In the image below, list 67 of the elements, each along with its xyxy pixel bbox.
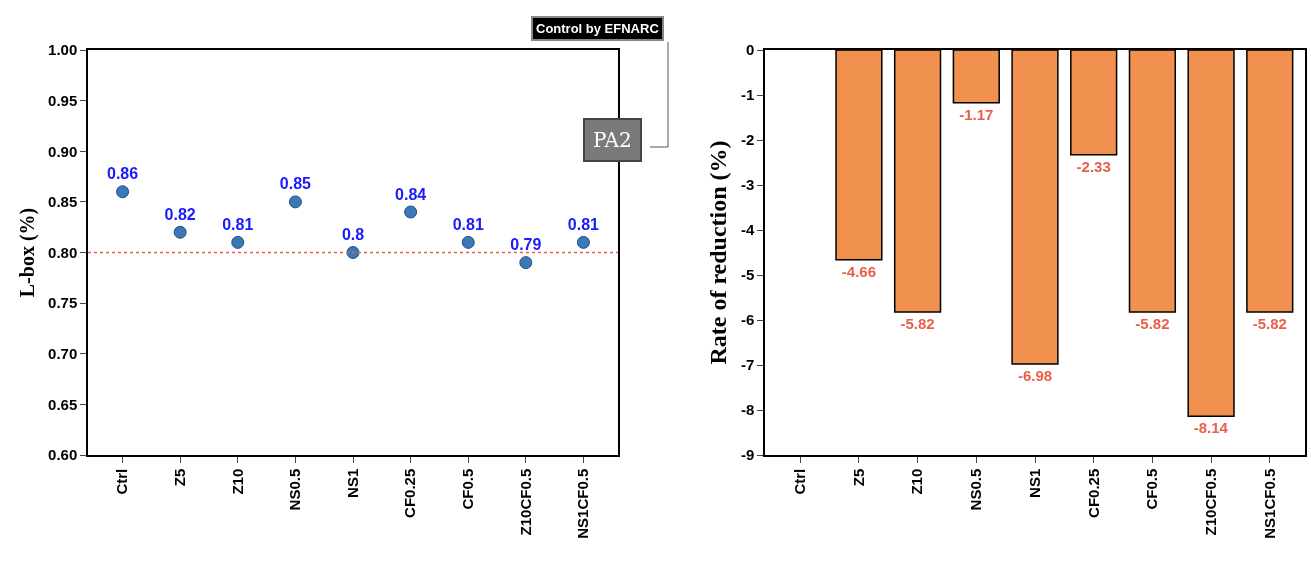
data-label: 0.8 (341, 226, 365, 243)
y-tick-label: -1 (740, 86, 755, 104)
x-tick-label: Z5 (171, 468, 189, 487)
data-label: 0.79 (510, 236, 542, 254)
y-tick-label: 0.95 (48, 91, 78, 109)
data-label: 0.81 (567, 215, 600, 233)
data-label: -5.82 (1135, 314, 1170, 332)
data-label: -1.17 (959, 105, 994, 123)
x-tick-label: NS0.5 (967, 468, 985, 511)
point (404, 205, 418, 219)
x-tick-label: Z10 (228, 468, 246, 495)
x-tick-label: Z5 (849, 468, 867, 487)
y-tick-label: 0 (745, 41, 755, 59)
y-axis-title: L-box (%) (16, 207, 40, 298)
data-label: 0.85 (279, 175, 312, 193)
data-label: 0.81 (222, 215, 254, 233)
y-tick-label: 0.60 (48, 446, 78, 464)
data-label: -5.82 (900, 314, 935, 332)
y-tick-label: -3 (740, 176, 755, 194)
y-tick-label: 0.80 (48, 243, 78, 261)
x-tick-label: Ctrl (791, 468, 809, 495)
y-tick-label: 1.00 (48, 41, 78, 59)
point (173, 225, 187, 239)
y-tick-label: -7 (740, 356, 755, 374)
y-tick-label: -9 (740, 446, 755, 464)
x-tick-label: CF0.25 (1084, 468, 1102, 518)
data-label: 0.82 (164, 205, 196, 223)
y-tick-label: 0.85 (48, 193, 78, 211)
y-tick-label: 0.75 (48, 294, 78, 312)
x-tick-label: NS1 (1025, 468, 1043, 498)
x-tick-label: CF0.5 (459, 468, 477, 510)
y-tick-label: -5 (740, 266, 755, 284)
data-label: 0.84 (395, 185, 427, 203)
data-label: -8.14 (1193, 419, 1229, 437)
point (576, 235, 590, 249)
point (346, 246, 360, 259)
y-tick-label: -8 (740, 401, 755, 419)
data-label: 0.86 (107, 165, 139, 183)
annotation: PA2 (593, 128, 632, 152)
y-axis-title: Rate of reduction (%) (704, 140, 731, 365)
point (519, 256, 533, 270)
point (288, 195, 302, 209)
data-label: -2.33 (1076, 157, 1111, 175)
point (461, 235, 475, 249)
point (116, 185, 130, 199)
y-tick-label: -6 (740, 311, 755, 329)
y-tick-label: -4 (740, 221, 755, 239)
data-label: -4.66 (841, 262, 877, 280)
data-label: -5.82 (1252, 314, 1287, 332)
x-tick-label: NS1CF0.5 (574, 468, 592, 539)
x-tick-label: NS1 (343, 468, 361, 498)
data-label: 0.81 (452, 215, 484, 233)
y-tick-label: -2 (740, 131, 755, 149)
text: Control by EFNARC (536, 21, 660, 36)
x-tick-label: Z10 (908, 468, 926, 495)
point (231, 235, 245, 249)
x-tick-label: Ctrl (113, 468, 131, 495)
x-tick-label: Z10CF0.5 (516, 468, 534, 536)
y-tick-label: 0.70 (48, 345, 78, 362)
x-tick-label: CF0.25 (401, 468, 419, 518)
x-tick-label: NS1CF0.5 (1260, 468, 1278, 539)
y-tick-label: 0.90 (48, 142, 78, 160)
x-tick-label: Z10CF0.5 (1201, 468, 1219, 536)
x-tick-label: NS0.5 (286, 468, 304, 511)
data-label: -6.98 (1017, 367, 1053, 385)
x-tick-label: CF0.5 (1143, 468, 1161, 510)
y-tick-label: 0.65 (48, 395, 78, 413)
